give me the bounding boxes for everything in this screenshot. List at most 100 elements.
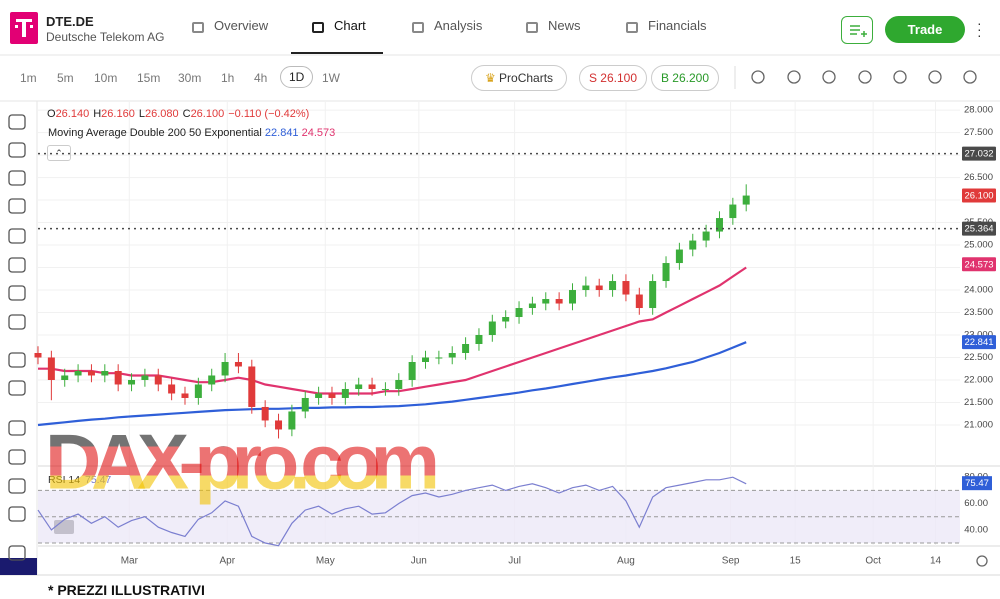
toolbar-icon xyxy=(787,70,801,84)
price-badge-label: 26.100 xyxy=(964,191,993,202)
ma-value: 22.841 xyxy=(264,127,299,139)
ohlc-value: 26.080 xyxy=(144,108,179,120)
candle-body xyxy=(395,379,403,389)
candle-body xyxy=(341,388,349,398)
sidebar-icon xyxy=(8,449,26,465)
trade-button[interactable]: Trade xyxy=(885,16,965,43)
candle-body xyxy=(34,352,42,358)
watermark: DAX-pro.com xyxy=(45,418,440,506)
sidebar-icon xyxy=(8,257,26,273)
sell-button[interactable]: S 26.100 xyxy=(579,65,647,91)
candle-body xyxy=(408,361,416,380)
ohlc-value: 26.160 xyxy=(101,108,135,120)
tab[interactable]: Financials xyxy=(648,18,707,33)
sidebar-icon xyxy=(8,228,26,244)
candle-body xyxy=(381,388,389,390)
price-badge-label: 24.573 xyxy=(964,259,993,270)
candle-body xyxy=(74,370,82,376)
candle-body xyxy=(47,357,55,380)
ohlc-change: −0.110 (−0.42%) xyxy=(228,108,310,120)
candle-body xyxy=(568,290,576,304)
indicator-name: Moving Average Double 200 50 Exponential xyxy=(48,127,262,139)
candle-body xyxy=(101,370,109,376)
rsi-tick-label: 40.00 xyxy=(964,524,988,535)
candle-body xyxy=(128,379,136,385)
candle-body xyxy=(221,361,229,376)
candle-body xyxy=(742,195,750,205)
x-tick-label: Jul xyxy=(508,556,521,567)
collapse-button[interactable]: ⌃ xyxy=(47,145,71,161)
buy-button[interactable]: B 26.200 xyxy=(651,65,719,91)
x-tick-label: Oct xyxy=(865,556,881,567)
tab[interactable]: News xyxy=(548,18,581,33)
toolbar-icon xyxy=(928,70,942,84)
candle-body xyxy=(702,231,710,241)
procharts-label: ProCharts xyxy=(499,71,554,85)
y-tick-label: 26.500 xyxy=(964,172,993,183)
timeframe[interactable]: 1W xyxy=(322,71,340,85)
sidebar-icon xyxy=(8,198,26,214)
candle-body xyxy=(582,285,590,291)
rsi-title: RSI 14 xyxy=(48,474,80,486)
candle-body xyxy=(622,281,630,295)
candle-body xyxy=(301,397,309,412)
candle-body xyxy=(261,406,269,421)
timeframe[interactable]: 4h xyxy=(254,71,268,85)
candle-body xyxy=(475,335,483,344)
x-tick-label: 14 xyxy=(930,556,942,567)
candle-body xyxy=(462,344,470,353)
timeframe[interactable]: 5m xyxy=(57,71,74,85)
tab-icon xyxy=(412,22,424,33)
candle-body xyxy=(515,308,523,318)
candle-body xyxy=(61,375,69,380)
candle-body xyxy=(87,370,95,376)
sidebar-icon xyxy=(8,114,26,130)
candle-body xyxy=(542,299,550,304)
x-tick-label: Mar xyxy=(121,556,139,567)
sidebar-icon xyxy=(8,142,26,158)
timeframe[interactable]: 30m xyxy=(178,71,202,85)
candle-body xyxy=(448,352,456,358)
candle-body xyxy=(208,375,216,385)
price-badge xyxy=(962,257,996,272)
rsi-badge-label: 75.47 xyxy=(965,478,989,489)
tab[interactable]: Chart xyxy=(334,18,366,33)
candle-body xyxy=(689,240,697,250)
candle-body xyxy=(422,357,430,362)
candle-body xyxy=(248,366,256,407)
logo xyxy=(10,12,38,44)
procharts-button[interactable]: ♛ ProCharts xyxy=(471,65,567,91)
y-tick-label: 23.000 xyxy=(964,330,993,341)
watchlist-button[interactable] xyxy=(841,16,873,44)
timeframe[interactable]: 10m xyxy=(94,71,118,85)
ma-value: 24.573 xyxy=(301,127,336,139)
candle-body xyxy=(528,303,536,309)
rsi-tick-label: 60.00 xyxy=(964,498,988,509)
candle-body xyxy=(502,317,510,322)
tab[interactable]: Analysis xyxy=(434,18,483,33)
candle-body xyxy=(114,370,122,385)
timeframe[interactable]: 1m xyxy=(20,71,37,85)
candle-body xyxy=(328,393,336,398)
y-tick-label: 22.500 xyxy=(964,352,993,363)
candle-body xyxy=(168,384,176,394)
sidebar-icon xyxy=(8,545,26,561)
more-menu[interactable]: · · · xyxy=(977,15,982,43)
ohlc-legend: O26.140 H26.160 L26.080 C26.100 −0.110 (−0.4… xyxy=(47,108,309,120)
company-name: Deutsche Telekom AG xyxy=(46,30,165,44)
settings-icon xyxy=(976,555,988,567)
timeframe[interactable]: 1D xyxy=(280,66,314,88)
tab-icon xyxy=(312,22,324,33)
candle-body xyxy=(675,249,683,264)
y-tick-label: 25.000 xyxy=(964,240,993,251)
price-badge xyxy=(962,221,996,236)
y-tick-label: 24.000 xyxy=(964,285,993,296)
sidebar-icon xyxy=(8,285,26,301)
timeframe[interactable]: 1h xyxy=(221,71,235,85)
active-tab-underline xyxy=(291,52,383,54)
sidebar-icon xyxy=(8,380,26,396)
tab[interactable]: Overview xyxy=(214,18,269,33)
toolbar-icon xyxy=(858,70,872,84)
timeframe[interactable]: 15m xyxy=(137,71,161,85)
